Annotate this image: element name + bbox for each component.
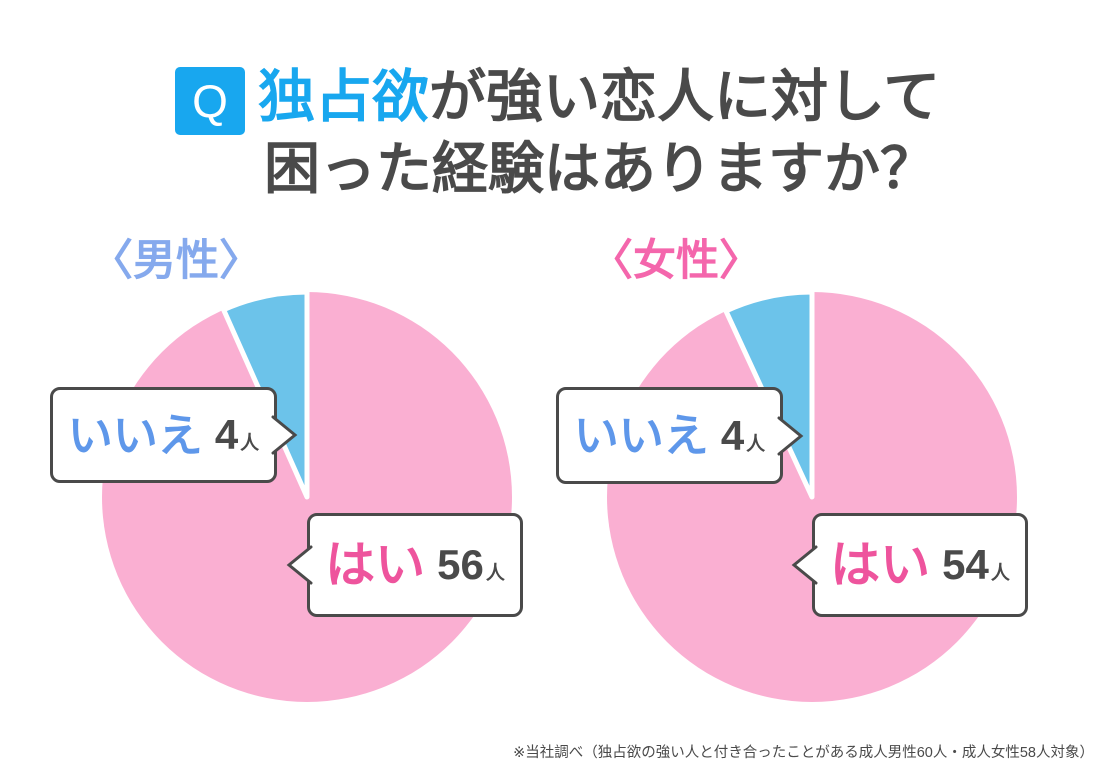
callout-pointer-left-icon: [791, 545, 818, 585]
title-line1-rest: が強い恋人に対して: [429, 65, 941, 129]
callout-women-yes-unit: 人: [990, 563, 1010, 584]
callout-men-yes-count: 56: [437, 541, 484, 588]
callout-men-no-value: 4 人: [215, 414, 259, 456]
title-highlight: 独占欲: [258, 65, 429, 129]
callout-men-no-count: 4: [214, 411, 239, 458]
callout-pointer-left-icon: [286, 545, 313, 585]
callout-women-yes-count: 54: [942, 541, 989, 588]
q-badge: Q: [175, 67, 245, 135]
callout-men-yes-label: はい: [325, 537, 426, 593]
pie-svg: [607, 289, 1017, 702]
callout-men-no-unit: 人: [240, 433, 260, 454]
callout-men-no: いいえ 4 人: [50, 387, 298, 483]
callout-men-yes-value: 56 人: [437, 544, 505, 586]
heading-men: 〈男性〉: [90, 237, 262, 285]
page-title-line2: 困った経験はありますか？: [264, 137, 936, 200]
pie-chart-men: [98, 288, 516, 706]
survey-footnote: ※当社調べ（独占欲の強い人と付き合ったことがある成人男性60人・成人女性58人対…: [513, 745, 1094, 761]
heading-women: 〈女性〉: [590, 237, 762, 285]
callout-women-yes-label: はい: [830, 537, 931, 593]
callout-men-yes-unit: 人: [485, 563, 505, 584]
callout-men-no-label: いいえ: [67, 409, 203, 461]
pie-svg: [102, 289, 512, 702]
callout-pointer-right-icon: [271, 415, 298, 455]
callout-women-no-count: 4: [720, 411, 745, 459]
callout-women-no-label: いいえ: [573, 410, 709, 461]
callout-women-no-unit: 人: [746, 433, 766, 455]
callout-women-no-value: 4 人: [720, 411, 766, 459]
callout-women-yes: はい 54 人: [791, 513, 1028, 617]
page-title-line1: 独占欲が強い恋人に対して: [258, 66, 940, 129]
callout-pointer-right-icon: [777, 416, 804, 455]
callout-women-no: いいえ 4 人: [556, 387, 804, 484]
pie-chart-women: [603, 288, 1021, 706]
callout-women-yes-value: 54 人: [942, 544, 1010, 586]
callout-men-yes: はい 56 人: [286, 513, 523, 617]
